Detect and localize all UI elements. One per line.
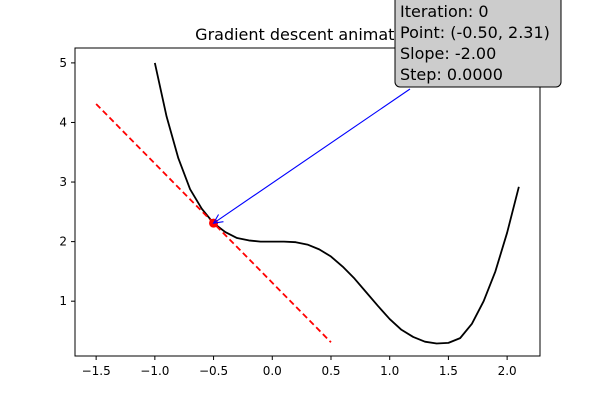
x-tick-label: −1.5 bbox=[82, 364, 111, 378]
y-tick-label: 2 bbox=[59, 235, 67, 249]
function-curve bbox=[153, 62, 520, 345]
x-tick-label: −1.0 bbox=[140, 364, 169, 378]
x-tick-label: 0.5 bbox=[321, 364, 340, 378]
annotation-arrowhead bbox=[212, 214, 224, 224]
x-tick-label: 1.0 bbox=[380, 364, 399, 378]
axes-frame bbox=[74, 47, 541, 357]
x-tick-label: 2.0 bbox=[498, 364, 517, 378]
annotation-line: Iteration: 0 bbox=[400, 2, 489, 21]
y-tick-label: 3 bbox=[59, 175, 67, 189]
chart-title: Gradient descent animation bbox=[195, 25, 419, 44]
annotation-line: Slope: -2.00 bbox=[400, 44, 496, 63]
annotation: Iteration: 0 Point: (-0.50, 2.31) Slope: -… bbox=[212, 0, 562, 224]
y-tick-label: 1 bbox=[59, 294, 67, 308]
y-tick-label: 5 bbox=[59, 56, 67, 70]
annotation-line: Point: (-0.50, 2.31) bbox=[400, 23, 550, 42]
x-tick-label: 0.0 bbox=[263, 364, 282, 378]
x-tick-label: 1.5 bbox=[439, 364, 458, 378]
axes: −1.5 −1.0 −0.5 0.0 0.5 1.0 1.5 2.0 1 2 3 4 5 bbox=[59, 47, 541, 378]
x-tick-label: −0.5 bbox=[199, 364, 228, 378]
annotation-arrow bbox=[213, 88, 411, 224]
annotation-line: Step: 0.0000 bbox=[400, 65, 503, 84]
annotation-box bbox=[394, 0, 562, 88]
plot-area bbox=[95, 62, 520, 345]
y-tick-label: 4 bbox=[59, 115, 67, 129]
